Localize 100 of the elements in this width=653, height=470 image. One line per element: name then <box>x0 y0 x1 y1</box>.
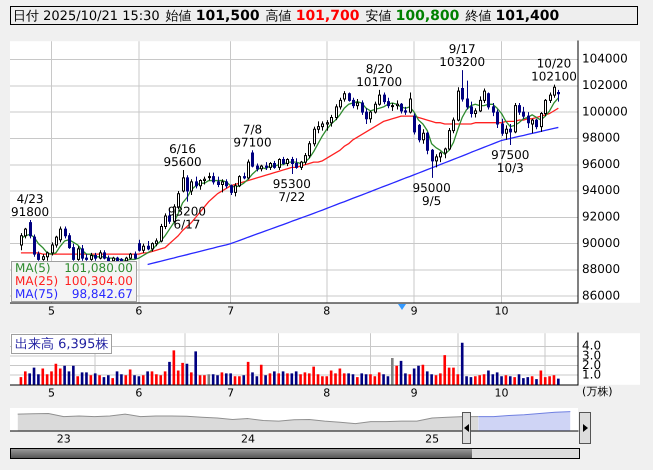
bar <box>400 360 402 385</box>
y-tick-label: 86000 <box>582 288 620 302</box>
bar <box>290 373 294 385</box>
bar <box>386 376 390 385</box>
bar <box>94 373 97 385</box>
bar <box>203 375 206 385</box>
annotation: 7/8 97100 <box>233 122 272 150</box>
bar <box>273 371 276 385</box>
y-tick-label: 104000 <box>582 52 628 66</box>
bar <box>504 375 508 385</box>
bar <box>535 379 538 385</box>
bar <box>111 378 114 385</box>
bar <box>150 371 154 385</box>
y-tick-label: 100000 <box>582 104 628 118</box>
y-tick-label: 102000 <box>582 78 628 92</box>
series-label: MA(25) 100,304.00 <box>15 274 133 288</box>
bar <box>352 374 354 385</box>
annotation: 97500 10/3 <box>491 148 530 176</box>
bar <box>356 377 359 385</box>
text: 始値 101,500 <box>166 8 260 24</box>
bar <box>277 373 280 385</box>
bar <box>207 374 210 385</box>
bar <box>342 373 346 385</box>
bar <box>264 375 267 385</box>
y-tick-label: 88000 <box>582 262 620 276</box>
bar <box>430 374 433 385</box>
bar <box>260 364 263 385</box>
bar <box>443 355 446 385</box>
bar <box>133 375 136 385</box>
bar <box>408 374 412 385</box>
bar <box>76 376 80 385</box>
bar <box>544 377 547 385</box>
bar <box>395 366 398 385</box>
x-tick-label: 7 <box>227 386 234 400</box>
bar <box>378 372 381 385</box>
bar <box>268 373 272 385</box>
x-tick-label: 9 <box>410 304 418 318</box>
bar <box>251 372 254 385</box>
annotation: 95300 7/22 <box>272 176 311 204</box>
text: 安値 100,800 <box>365 8 460 24</box>
bar <box>181 362 184 385</box>
bar <box>216 375 219 385</box>
bar <box>530 376 534 385</box>
bar <box>102 377 106 385</box>
bar <box>308 373 311 385</box>
bar <box>116 371 118 385</box>
bar <box>360 373 364 385</box>
y-axis-title: (万株) <box>582 384 613 399</box>
annotation: 4/23 91800 <box>10 192 50 219</box>
y-tick-label: 98000 <box>582 130 620 145</box>
bar <box>452 368 455 385</box>
bar <box>540 370 542 385</box>
y-tick-label: 94000 <box>582 183 620 198</box>
x-tick-label: 7 <box>227 304 234 318</box>
bar <box>246 362 250 385</box>
bar <box>58 368 62 385</box>
text: 高値 101,700 <box>266 8 360 24</box>
bar <box>474 376 477 385</box>
bar <box>299 374 302 385</box>
bar <box>20 377 22 385</box>
x-tick-label: 23 <box>56 432 71 446</box>
bar <box>382 374 385 385</box>
bar <box>242 375 246 385</box>
x-tick-label: 24 <box>240 432 255 446</box>
bar <box>518 374 520 385</box>
bar <box>168 362 171 385</box>
bar <box>478 375 482 385</box>
annotation: 6/16 95600 <box>163 142 202 170</box>
bar <box>198 375 202 385</box>
bar <box>426 371 429 385</box>
bar <box>32 368 36 385</box>
annotation: 10/20 102100 <box>531 56 577 84</box>
bar <box>508 376 512 385</box>
bar <box>24 371 27 385</box>
bar <box>294 371 298 385</box>
bar <box>460 342 464 385</box>
bar <box>229 373 232 385</box>
x-tick-label: 10 <box>494 386 509 400</box>
y-tick-label: 96000 <box>582 156 620 171</box>
bar <box>364 374 368 385</box>
bar <box>186 364 188 385</box>
bar <box>552 375 556 385</box>
bar <box>513 377 516 385</box>
x-tick-label: 10 <box>494 304 509 318</box>
annotation: 95000 9/5 <box>412 180 451 208</box>
chart-title: 出来高 6,395株 <box>11 334 112 354</box>
bar <box>417 366 420 385</box>
bar <box>220 372 224 385</box>
bar <box>194 351 198 385</box>
bar <box>190 372 193 385</box>
bar <box>369 374 372 385</box>
bar <box>142 375 145 385</box>
bar <box>434 375 438 385</box>
bar <box>41 368 44 385</box>
bar <box>286 373 289 385</box>
series-label: MA(5) 101,080.00 <box>15 260 133 275</box>
bar <box>106 375 110 385</box>
bar <box>282 371 284 385</box>
x-tick-label: 6 <box>135 386 142 400</box>
bar <box>128 370 132 385</box>
